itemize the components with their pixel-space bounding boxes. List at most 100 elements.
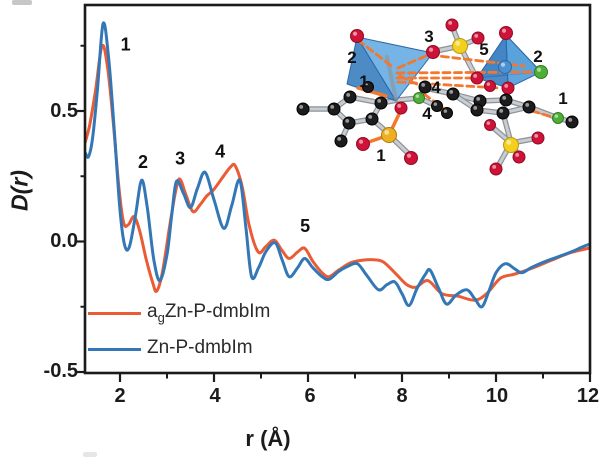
atom-highlight	[337, 136, 342, 141]
red-atom	[489, 162, 503, 176]
atom-highlight	[368, 114, 373, 119]
peak-annotation-1: 1	[121, 34, 131, 54]
atom-highlight	[449, 89, 454, 94]
inset-distance-label-1: 1	[376, 146, 385, 165]
legend-label-crystal: Zn-P-dmbIm	[147, 337, 253, 359]
x-tick-label-6: 6	[304, 385, 316, 407]
red-atom	[350, 29, 364, 43]
black-atom	[496, 106, 510, 120]
zn-atom	[498, 60, 512, 74]
atom-highlight	[415, 94, 420, 98]
atom-highlight	[364, 83, 369, 87]
atom-highlight	[502, 95, 507, 100]
x-axis-label: r (Å)	[245, 426, 291, 451]
black-atom	[365, 112, 379, 126]
peak-annotation-4: 4	[215, 141, 225, 161]
black-atom	[470, 103, 484, 117]
inset-distance-label-1: 1	[558, 89, 567, 108]
red-atom	[404, 151, 418, 165]
red-atom	[531, 131, 545, 145]
gold-atom	[381, 127, 397, 143]
atom-highlight	[554, 114, 559, 118]
inset-distance-label-3: 3	[424, 27, 433, 46]
inset-distance-label-2: 2	[533, 47, 542, 66]
x-tick-label-8: 8	[396, 385, 408, 407]
distance-dashed-line	[398, 74, 425, 89]
x-tick-label-10: 10	[485, 385, 509, 407]
x-tick-label-12: 12	[576, 385, 600, 407]
distance-dashed-line	[530, 109, 558, 120]
atom-highlight	[455, 40, 461, 46]
red-atom	[426, 45, 440, 59]
red-atom	[470, 71, 484, 85]
red-atom	[445, 18, 459, 32]
plot-border	[83, 3, 592, 375]
y-tick-label-neg05: -0.5	[43, 360, 78, 382]
legend-item-ag: agZn-P-dmbIm	[88, 301, 270, 325]
legend-swatch-blue	[88, 347, 141, 351]
atom-highlight	[474, 33, 479, 38]
peak-annotations-layer: 1 2 3 4 5	[121, 34, 311, 235]
atom-highlight	[506, 139, 512, 145]
inset-distance-label-2: 2	[347, 48, 356, 67]
atom-highlight	[433, 102, 438, 106]
black-atom	[441, 107, 453, 119]
black-atom	[374, 96, 388, 110]
atom-highlight	[473, 105, 478, 110]
yellow-atom	[452, 38, 468, 54]
atom-highlight	[501, 28, 507, 33]
y-axis-label: D(r)	[6, 170, 33, 211]
atom-highlight	[492, 164, 497, 169]
red-atom	[512, 150, 526, 164]
red-atom	[484, 80, 496, 92]
black-atom	[296, 102, 310, 116]
atom-highlight	[397, 103, 402, 108]
atom-highlight	[448, 20, 453, 25]
curves-layer	[85, 21, 590, 309]
x-tick-label-4: 4	[209, 385, 221, 407]
inset-distance-label-1: 1	[359, 72, 368, 91]
atom-highlight	[476, 96, 481, 101]
red-atom	[499, 26, 513, 40]
atom-highlight	[443, 109, 448, 113]
black-atom	[327, 102, 341, 116]
red-atom	[484, 119, 496, 131]
atom-highlight	[358, 139, 364, 144]
atom-highlight	[473, 73, 478, 78]
distance-dashed-line	[396, 53, 430, 70]
crop-artifact	[12, 0, 32, 5]
atom-highlight	[504, 83, 509, 88]
black-atom	[334, 134, 348, 148]
x-tick-label-2: 2	[114, 385, 126, 407]
atom-highlight	[568, 117, 573, 122]
legend-label-ag: agZn-P-dmbIm	[147, 301, 271, 325]
atom-highlight	[299, 104, 304, 109]
atom-highlight	[525, 102, 530, 107]
black-atom	[522, 100, 536, 114]
atom-highlight	[421, 82, 426, 87]
green-atom	[413, 92, 425, 104]
yellow-atom	[503, 137, 519, 153]
distance-dashed-line	[428, 53, 526, 68]
peak-annotation-2: 2	[138, 152, 148, 172]
y-tick-label-05: 0.5	[50, 100, 78, 122]
green-atom	[534, 65, 548, 79]
legend-swatch-orange	[88, 311, 141, 315]
atom-highlight	[515, 152, 520, 157]
curve-zn-p-dmbim	[85, 21, 590, 309]
atom-highlight	[499, 108, 504, 113]
atom-highlight	[500, 62, 506, 67]
atom-highlight	[345, 118, 350, 123]
black-atom	[499, 93, 513, 107]
atom-highlight	[406, 153, 412, 158]
inset-distance-label-4: 4	[422, 104, 432, 123]
atom-highlight	[486, 121, 491, 125]
red-atom	[501, 81, 515, 95]
axes-layer	[76, 3, 592, 382]
black-atom	[446, 87, 460, 101]
green-atom	[552, 112, 564, 124]
red-atom	[356, 137, 370, 151]
black-atom	[565, 115, 579, 129]
